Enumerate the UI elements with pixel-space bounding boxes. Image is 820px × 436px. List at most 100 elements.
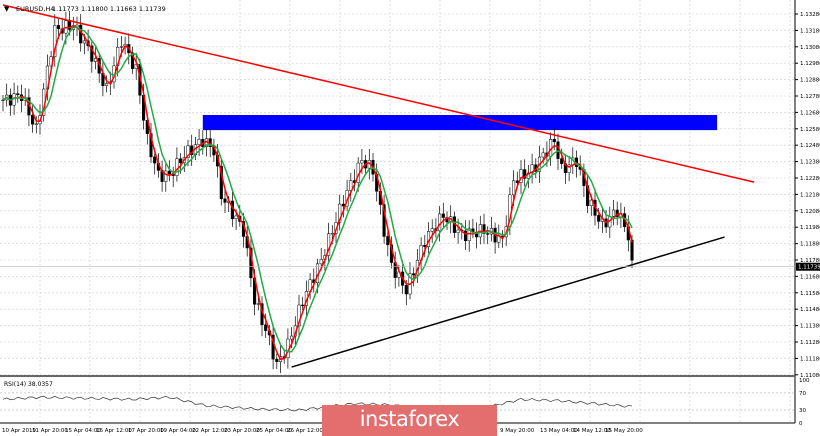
current-price-badge	[796, 262, 820, 271]
candle-body	[486, 233, 490, 235]
candle-body	[230, 200, 234, 220]
support-trendline	[291, 236, 725, 368]
slow-ma-line	[2, 26, 633, 353]
candle-body	[349, 180, 353, 191]
time-tick-label: 15 May 20:00	[605, 428, 643, 434]
candle-body	[463, 230, 468, 242]
rsi-level-label: 70	[799, 391, 806, 397]
resistance-trendline	[2, 4, 755, 183]
price-tick-label: 1.12080	[800, 209, 820, 215]
current-price-label: 1.11739	[798, 265, 820, 271]
time-tick-label: 26 Apr 12:00	[287, 428, 323, 434]
candles	[1, 10, 634, 374]
candle-body	[53, 25, 57, 57]
candle-body	[512, 180, 516, 196]
candle-body	[456, 229, 460, 233]
candle-body	[275, 358, 279, 362]
candle-body	[219, 165, 223, 200]
candle-body	[167, 170, 172, 175]
candle-body	[130, 52, 135, 69]
candle-body	[567, 164, 571, 173]
instaforex-logo: instaforex	[322, 405, 497, 436]
price-tick-label: 1.13080	[800, 45, 820, 51]
price-axis: 1.13280 1.13180 1.13080 1.12980 1.12880 1.127…	[0, 0, 820, 423]
candle-body	[360, 160, 364, 164]
candle-body	[290, 335, 294, 340]
price-tick-label: 1.12880	[800, 78, 820, 84]
price-tick-label: 1.11280	[800, 340, 820, 346]
candle-body	[301, 304, 305, 307]
price-tick-label: 1.12280	[800, 176, 820, 182]
rsi-level-label: 30	[799, 408, 806, 414]
candle-body	[386, 236, 390, 246]
time-tick-label: 11 Apr 20:00	[32, 428, 68, 434]
collapse-icon[interactable]: ▼	[4, 5, 10, 13]
candle-body	[404, 285, 408, 295]
price-tick-label: 1.11080	[800, 373, 820, 379]
time-tick-label: 25 Apr 04:00	[256, 428, 292, 434]
candle-body	[319, 259, 323, 265]
resistance-zone	[202, 115, 718, 131]
time-tick-label: 9 May 20:00	[500, 428, 535, 434]
price-tick-label: 1.13280	[800, 12, 820, 18]
price-tick-label: 1.11180	[800, 356, 820, 362]
price-tick-label: 1.11380	[800, 324, 820, 330]
candle-body	[256, 303, 260, 305]
candle-body	[630, 239, 634, 261]
candle-body	[264, 324, 268, 331]
time-tick-label: 23 Apr 20:00	[224, 428, 260, 434]
candle-body	[482, 224, 486, 234]
price-tick-label: 1.12780	[800, 94, 820, 100]
price-tick-label: 1.12580	[800, 127, 820, 133]
rsi-level-label: 0	[799, 421, 803, 427]
price-tick-label: 1.11980	[800, 225, 820, 231]
price-tick-label: 1.13180	[800, 28, 820, 34]
candle-body	[31, 114, 35, 125]
time-tick-label: 14 May 12:00	[573, 428, 611, 434]
candle-body	[530, 164, 534, 174]
time-tick-label: 10 Apr 2019	[2, 428, 37, 434]
candle-body	[441, 213, 445, 218]
price-tick-label: 1.12480	[800, 143, 820, 149]
price-tick-label: 1.11680	[800, 274, 820, 280]
rsi-label: RSI(14) 38.0357	[4, 381, 53, 388]
time-tick-label: 19 Apr 04:00	[160, 428, 196, 434]
candle-body	[82, 40, 86, 44]
candle-body	[197, 139, 201, 145]
candle-body	[164, 170, 168, 182]
candle-body	[234, 215, 238, 220]
price-tick-label: 1.12980	[800, 61, 820, 67]
candle-body	[597, 215, 601, 222]
candle-body	[519, 169, 523, 183]
price-tick-label: 1.11480	[800, 307, 820, 313]
rsi-level-label: 100	[799, 378, 810, 384]
price-tick-label: 1.11880	[800, 242, 820, 248]
time-tick-label: 13 May 04:00	[540, 428, 578, 434]
candle-body	[467, 228, 471, 242]
price-tick-label: 1.11580	[800, 291, 820, 297]
candle-body	[611, 209, 616, 217]
price-tick-label: 1.12680	[800, 110, 820, 116]
candle-body	[119, 46, 123, 48]
symbol-label: EURUSD,H4	[16, 5, 54, 13]
candle-body	[341, 203, 345, 207]
candle-body	[34, 123, 38, 125]
candle-body	[16, 93, 20, 96]
fast-ma-line	[2, 24, 633, 360]
time-tick-label: 15 Apr 04:00	[65, 428, 101, 434]
candle-body	[90, 45, 94, 62]
candle-body	[297, 304, 301, 327]
candle-body	[438, 213, 442, 232]
time-tick-label: 22 Apr 12:00	[192, 428, 228, 434]
candle-body	[179, 158, 183, 164]
candle-body	[430, 228, 434, 232]
price-tick-label: 1.11780	[800, 258, 820, 264]
candle-body	[412, 273, 416, 276]
time-tick-label: 16 Apr 12:00	[96, 428, 132, 434]
candle-body	[186, 145, 190, 158]
rsi-line	[2, 395, 633, 412]
price-tick-label: 1.12180	[800, 192, 820, 198]
